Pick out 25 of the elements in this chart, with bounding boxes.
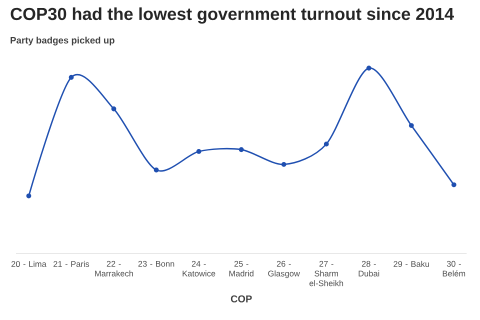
- chart-title: COP30 had the lowest government turnout since 2014: [10, 7, 454, 24]
- point: [26, 193, 32, 198]
- x-tick-label: 30 - Belém: [442, 260, 466, 276]
- point: [281, 162, 286, 167]
- point: [196, 149, 202, 154]
- point: [408, 123, 414, 128]
- x-tick-label: 24 - Katowice: [182, 260, 216, 276]
- point: [366, 66, 372, 71]
- point: [111, 106, 116, 112]
- x-tick-label: 22 - Marrakech: [95, 260, 133, 276]
- x-tick-label: 27 - Sharm el-Sheikh: [309, 260, 344, 286]
- x-tick-label: 21 - Paris: [54, 260, 90, 267]
- x-tick-label: 29 - Baku: [394, 260, 429, 267]
- point: [324, 142, 329, 147]
- x-tick-label: 26 - Glasgow: [268, 260, 300, 278]
- x-axis-title: COP: [230, 295, 252, 302]
- x-tick-label: 28 - Dubai: [358, 260, 380, 276]
- chart-subtitle: Party badges picked up: [10, 36, 114, 46]
- point: [238, 147, 244, 152]
- point: [451, 182, 456, 188]
- point: [154, 168, 159, 172]
- point: [68, 74, 74, 80]
- x-tick-label: 25 - Madrid: [229, 260, 254, 276]
- x-tick-label: 23 - Bonn: [138, 260, 174, 267]
- x-tick-label: 20 - Lima: [11, 260, 46, 267]
